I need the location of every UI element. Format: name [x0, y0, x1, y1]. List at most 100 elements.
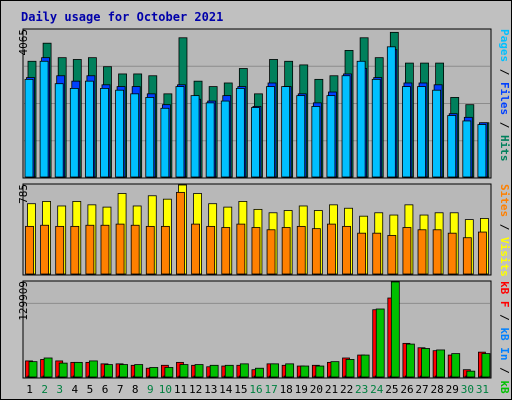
day-label: 1	[26, 383, 33, 396]
day-label: 24	[370, 383, 384, 396]
day-label: 16	[249, 383, 262, 396]
bar-pages	[356, 60, 366, 178]
bar-pages	[432, 89, 442, 178]
day-label: 31	[476, 383, 489, 396]
bar-sites	[176, 191, 185, 275]
bar-pages	[417, 86, 426, 178]
bar-kb-out	[390, 281, 400, 378]
bar-pages	[69, 88, 79, 178]
day-label: 19	[295, 383, 308, 396]
bar-kb-out	[28, 361, 38, 378]
bar-pages	[24, 78, 34, 178]
bar-kb-out	[406, 343, 415, 378]
bar-pages	[39, 60, 49, 178]
day-label: 15	[234, 383, 247, 396]
day-label: 12	[189, 383, 202, 396]
bottom-panel-legend: kB F / kB In / kB Out	[498, 281, 511, 399]
bar-kb-out	[481, 353, 491, 378]
bar-sites	[85, 224, 95, 275]
bar-kb-out	[43, 357, 53, 378]
day-label: 23	[355, 383, 368, 396]
bar-kb-out	[300, 365, 310, 378]
day-label: 22	[340, 383, 353, 396]
legend-kb-f: kB F	[498, 281, 511, 308]
bar-kb-out	[360, 354, 370, 378]
bar-sites	[477, 231, 487, 275]
legend--: /	[498, 115, 511, 135]
day-label: 4	[72, 383, 79, 396]
bar-pages	[341, 75, 351, 178]
bar-sites	[100, 224, 110, 275]
legend-kb-in: kB In	[498, 327, 511, 360]
bar-pages	[235, 88, 245, 178]
bar-kb-out	[239, 363, 249, 378]
bar-pages	[462, 120, 472, 178]
day-label: 17	[264, 383, 277, 396]
bar-sites	[357, 232, 367, 275]
bar-kb-out	[119, 364, 128, 378]
middle-panel-max-label: 785	[17, 184, 30, 204]
bar-sites	[130, 224, 140, 275]
bar-pages	[296, 95, 306, 178]
top-panel-legend: Pages / Files / Hits	[498, 29, 511, 162]
bar-pages	[266, 86, 275, 178]
top-panel-max-label: 4065	[17, 29, 30, 56]
bar-sites	[145, 225, 155, 275]
bar-pages	[311, 106, 321, 178]
bar-sites	[432, 229, 442, 275]
bar-kb-out	[421, 348, 430, 378]
bar-pages	[220, 100, 230, 178]
legend-sites: Sites	[498, 184, 511, 217]
bar-kb-out	[88, 360, 98, 378]
bar-sites	[462, 237, 472, 275]
bar-sites	[55, 225, 65, 275]
day-label: 29	[446, 383, 459, 396]
bar-sites	[402, 227, 412, 275]
bar-pages	[84, 80, 94, 178]
bar-pages	[190, 95, 200, 178]
bar-kb-out	[330, 361, 340, 378]
bar-kb-out	[466, 370, 476, 378]
bar-sites	[281, 227, 291, 275]
bar-sites	[342, 225, 351, 275]
day-label: 8	[132, 383, 139, 396]
day-label: 14	[219, 383, 233, 396]
bar-pages	[477, 124, 487, 178]
legend--: /	[498, 62, 511, 82]
bar-kb-out	[194, 364, 204, 378]
bar-sites	[417, 229, 427, 275]
bar-pages	[447, 115, 457, 178]
bar-pages	[160, 107, 170, 178]
bar-sites	[221, 227, 231, 275]
bar-kb-out	[209, 364, 219, 378]
day-label: 28	[431, 383, 444, 396]
bar-sites	[206, 225, 216, 275]
middle-panel-legend: Sites / Visits	[498, 184, 511, 277]
bar-kb-out	[104, 364, 113, 378]
bar-kb-out	[451, 353, 461, 378]
legend-hits: Hits	[498, 135, 511, 162]
bar-sites	[387, 235, 397, 275]
bar-sites	[296, 225, 306, 275]
day-label: 6	[102, 383, 109, 396]
bar-kb-out	[179, 364, 189, 378]
bar-kb-out	[73, 361, 83, 378]
bar-sites	[25, 225, 34, 275]
day-label: 5	[87, 383, 94, 396]
day-label: 25	[385, 383, 398, 396]
day-label: 30	[461, 383, 474, 396]
bar-kb-out	[224, 364, 234, 378]
bar-pages	[115, 89, 124, 178]
legend--: /	[498, 217, 511, 237]
chart-title: Daily usage for October 2021	[21, 10, 223, 24]
bar-kb-out	[134, 364, 144, 378]
bar-sites	[236, 223, 246, 275]
bar-kb-out	[285, 363, 295, 378]
bar-kb-out	[270, 363, 279, 378]
day-labels: 1 2 3 4 5 6 7 8 9 10 11 12 13 14 15 16 17 18 19 20 21 22 23 24 2…	[26, 383, 489, 396]
day-label: 3	[56, 383, 63, 396]
day-label: 21	[325, 383, 338, 396]
bar-sites	[70, 225, 80, 275]
bar-pages	[281, 86, 291, 178]
